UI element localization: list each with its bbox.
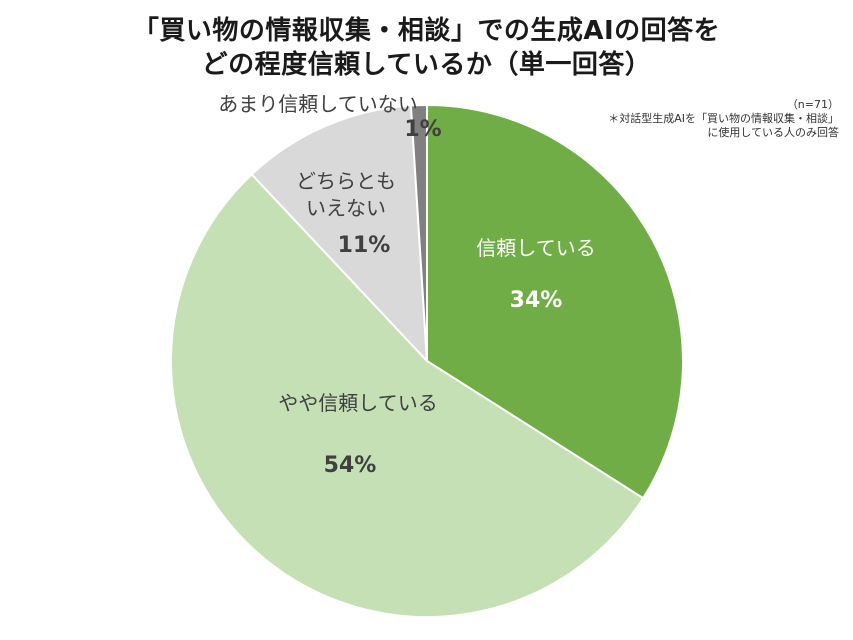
slice-value-2: 11% <box>338 233 391 258</box>
pie-slice-2 <box>250 104 429 364</box>
chart-title-line-1: 「買い物の情報収集・相談」での生成AIの回答を <box>132 16 721 46</box>
respondent-note-line-1: ＊対話型生成AIを「買い物の情報収集・相談」 <box>608 112 839 125</box>
pie-slice-0 <box>426 103 684 500</box>
chart-title-line-2: どの程度信頼しているか（単一回答） <box>201 50 652 80</box>
pie-slice-1 <box>170 172 645 618</box>
slice-label-0: 信頼している <box>476 236 595 260</box>
slice-label-2: どちらともいえない <box>296 169 396 220</box>
slice-value-1: 54% <box>324 453 377 478</box>
respondent-note-line-2: に使用している人のみ回答 <box>707 126 839 139</box>
slice-value-0: 34% <box>510 288 563 313</box>
slice-label-1: やや信頼している <box>278 391 437 415</box>
sample-size-note: （n=71） <box>786 98 839 111</box>
slice-label-3: あまり信頼していない <box>218 92 417 116</box>
slice-value-3: 1% <box>404 117 441 142</box>
pie-slice-3 <box>409 103 428 362</box>
